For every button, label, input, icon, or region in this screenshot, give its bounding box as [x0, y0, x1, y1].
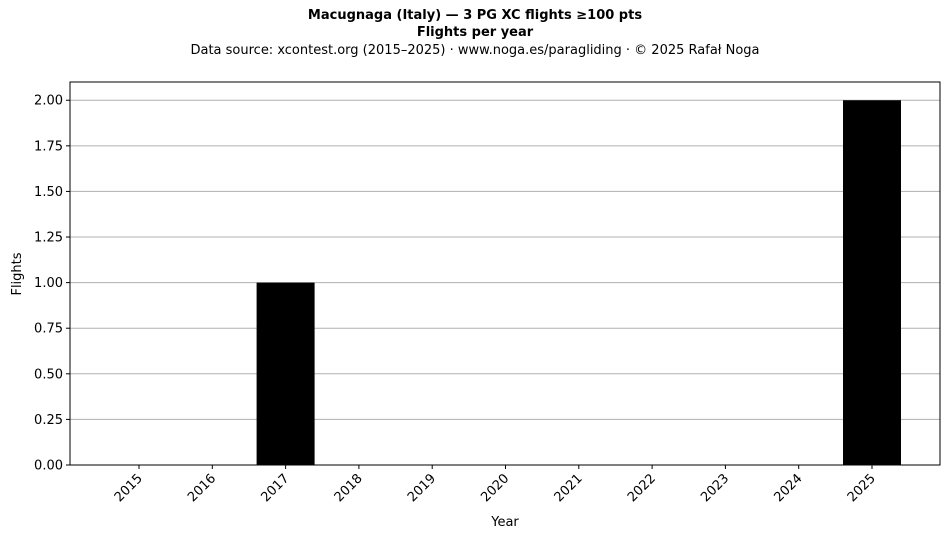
plot-frame [69, 81, 941, 466]
x-tick-label: 2020 [478, 471, 512, 505]
x-tick-label: 2018 [332, 471, 366, 505]
x-tick-label: 2019 [405, 471, 439, 505]
bars [256, 100, 901, 465]
y-axis-label: Flights [10, 252, 25, 295]
chart-subtitle: Flights per year [416, 25, 534, 40]
x-tick-label: 2023 [698, 471, 732, 505]
y-axis: 0.00 0.25 0.50 0.75 1.00 1.25 1.50 1.75 2.00 [34, 94, 70, 474]
y-tick-label: 0.50 [34, 367, 63, 382]
y-tick-label: 1.75 [34, 139, 63, 154]
y-tick-label: 0.75 [34, 322, 63, 337]
y-tick-label: 1.25 [34, 231, 63, 246]
x-tick-label: 2022 [625, 471, 659, 505]
chart-title: Macugnaga (Italy) — 3 PG XC flights ≥100… [307, 8, 643, 23]
x-tick-label: 2025 [845, 471, 879, 505]
chart-source-line: Data source: xcontest.org (2015–2025) · … [190, 43, 760, 58]
x-tick-label: 2021 [552, 471, 586, 505]
bar-2025 [843, 100, 901, 465]
x-tick-label: 2015 [112, 471, 146, 505]
y-tick-label: 1.00 [34, 276, 63, 291]
grid-lines [70, 99, 940, 466]
x-axis: 2015 2016 2017 2018 2019 2020 2021 2022 2023 2024… [112, 465, 879, 505]
x-tick-label: 2024 [772, 471, 806, 505]
y-tick-label: 2.00 [34, 94, 63, 109]
x-tick-label: 2017 [258, 471, 292, 505]
y-tick-label: 0.25 [34, 413, 63, 428]
x-tick-label: 2016 [185, 471, 219, 505]
x-axis-label: Year [490, 515, 519, 530]
bar-2017 [256, 282, 315, 465]
y-tick-label: 1.50 [34, 185, 63, 200]
y-tick-label: 0.00 [34, 459, 63, 474]
